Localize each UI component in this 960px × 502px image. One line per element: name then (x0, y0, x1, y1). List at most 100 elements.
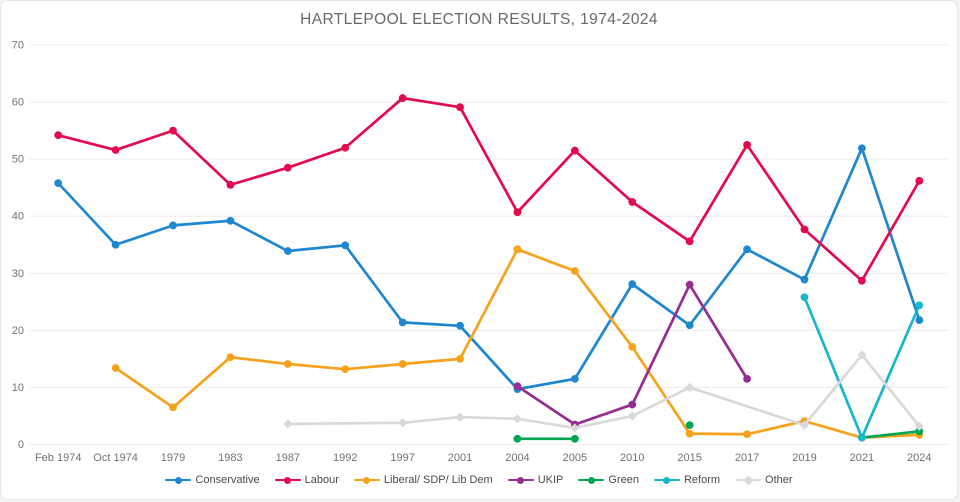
point-conservative-1997 (398, 318, 407, 327)
point-liberal-sdp-lib-dem-1987 (283, 360, 292, 368)
series-reform-line-0 (803, 295, 921, 440)
point-conservative-1983 (226, 216, 235, 225)
legend-dot-liberal-sdp-lib-dem-icon (363, 476, 371, 484)
point-liberal-sdp-lib-dem-2015 (685, 429, 694, 438)
point-labour-1992 (341, 143, 350, 152)
legend-item-ukip: UKIP (507, 474, 563, 486)
legend-item-liberal-sdp-lib-dem: Liberal/ SDP/ Lib Dem (353, 474, 493, 486)
legend: Conservative Labour Liberal/ SDP/ Lib Dem U… (1, 474, 957, 486)
legend-dot-conservative-icon (174, 476, 182, 484)
point-conservative-2005 (570, 374, 579, 383)
point-other-2004 (512, 414, 523, 424)
y-tick-label-70: 70 (12, 40, 24, 52)
point-ukip-2010 (628, 400, 637, 409)
point-other-2019 (799, 420, 810, 430)
point-other-2005 (570, 423, 580, 433)
point-liberal-sdp-lib-dem-oct-1974 (111, 364, 120, 372)
point-other-1987 (283, 419, 293, 429)
legend-marker-labour-icon (274, 476, 301, 484)
legend-marker-liberal-sdp-lib-dem-icon (353, 476, 380, 484)
legend-marker-reform-icon (653, 476, 680, 484)
legend-label-green: Green (608, 474, 639, 486)
legend-label-reform: Reform (683, 474, 721, 486)
point-conservative-2017 (743, 245, 751, 254)
point-green-2024 (915, 427, 924, 436)
point-ukip-2004 (513, 382, 522, 391)
point-liberal-sdp-lib-dem-2005 (570, 267, 579, 275)
y-tick-label-60: 60 (12, 97, 24, 109)
legend-dot-labour-icon (284, 476, 292, 484)
point-liberal-sdp-lib-dem-1979 (169, 403, 177, 412)
point-labour-1987 (283, 163, 292, 172)
point-conservative-1979 (169, 221, 177, 230)
legend-item-green: Green (578, 474, 639, 486)
point-conservative-oct-1974 (111, 240, 120, 249)
point-other-2021 (857, 350, 867, 360)
point-labour-2004 (513, 208, 522, 217)
point-liberal-sdp-lib-dem-2017 (743, 430, 751, 439)
x-tick-label-2017: 2017 (735, 452, 759, 464)
y-tick-label-20: 20 (12, 325, 24, 337)
point-labour-feb-1974 (54, 131, 63, 140)
point-green-2015 (685, 421, 694, 429)
x-tick-label-2019: 2019 (792, 452, 816, 464)
series-labour-line-0 (56, 96, 921, 283)
point-labour-oct-1974 (111, 146, 120, 154)
point-labour-2010 (628, 198, 637, 206)
point-conservative-2010 (628, 280, 637, 289)
point-liberal-sdp-lib-dem-1983 (226, 353, 235, 362)
point-other-2015 (685, 382, 695, 393)
point-conservative-2019 (800, 275, 809, 284)
point-ukip-2017 (743, 374, 751, 383)
legend-item-conservative: Conservative (165, 474, 260, 486)
legend-dot-other-icon (743, 475, 753, 485)
point-labour-1983 (226, 180, 235, 189)
x-tick-label-2024: 2024 (907, 452, 931, 464)
y-tick-label-50: 50 (12, 154, 24, 166)
series-green-line-2 (860, 430, 921, 440)
point-conservative-2015 (685, 321, 694, 330)
point-labour-2019 (800, 225, 809, 234)
y-tick-label-10: 10 (12, 382, 24, 394)
point-labour-1979 (169, 126, 177, 135)
point-green-2004 (513, 434, 522, 443)
x-tick-label-feb-1974: Feb 1974 (35, 452, 81, 464)
legend-marker-conservative-icon (165, 476, 192, 484)
series-conservative-line-0 (56, 146, 921, 391)
legend-marker-other-icon (735, 475, 762, 485)
point-reform-2021 (857, 433, 866, 442)
point-other-2001 (455, 412, 465, 422)
point-reform-2024 (915, 301, 924, 310)
point-ukip-2015 (685, 280, 694, 289)
point-labour-2015 (685, 237, 694, 246)
point-liberal-sdp-lib-dem-1997 (398, 360, 407, 368)
legend-dot-reform-icon (663, 476, 671, 484)
legend-label-conservative: Conservative (195, 474, 260, 486)
x-tick-label-1987: 1987 (276, 452, 300, 464)
point-green-2005 (570, 434, 579, 443)
point-liberal-sdp-lib-dem-2001 (456, 354, 464, 363)
legend-dot-ukip-icon (517, 476, 525, 484)
x-tick-label-2004: 2004 (505, 452, 529, 464)
x-tick-label-1997: 1997 (390, 452, 414, 464)
y-tick-label-30: 30 (12, 268, 24, 280)
point-other-2024 (914, 421, 924, 431)
x-tick-label-2015: 2015 (677, 452, 701, 464)
point-labour-1997 (398, 94, 407, 102)
x-tick-label-2021: 2021 (850, 452, 874, 464)
point-conservative-1992 (341, 241, 350, 250)
point-conservative-2001 (456, 321, 464, 330)
point-other-2010 (627, 411, 637, 421)
legend-item-reform: Reform (653, 474, 721, 486)
series-other-line-0 (286, 353, 921, 430)
point-labour-2005 (570, 146, 579, 155)
legend-item-other: Other (735, 474, 793, 486)
point-other-1997 (398, 418, 408, 428)
legend-item-labour: Labour (274, 474, 339, 486)
legend-dot-green-icon (587, 476, 595, 484)
point-labour-2017 (743, 140, 751, 149)
legend-label-labour: Labour (304, 474, 339, 486)
point-labour-2001 (456, 103, 464, 112)
